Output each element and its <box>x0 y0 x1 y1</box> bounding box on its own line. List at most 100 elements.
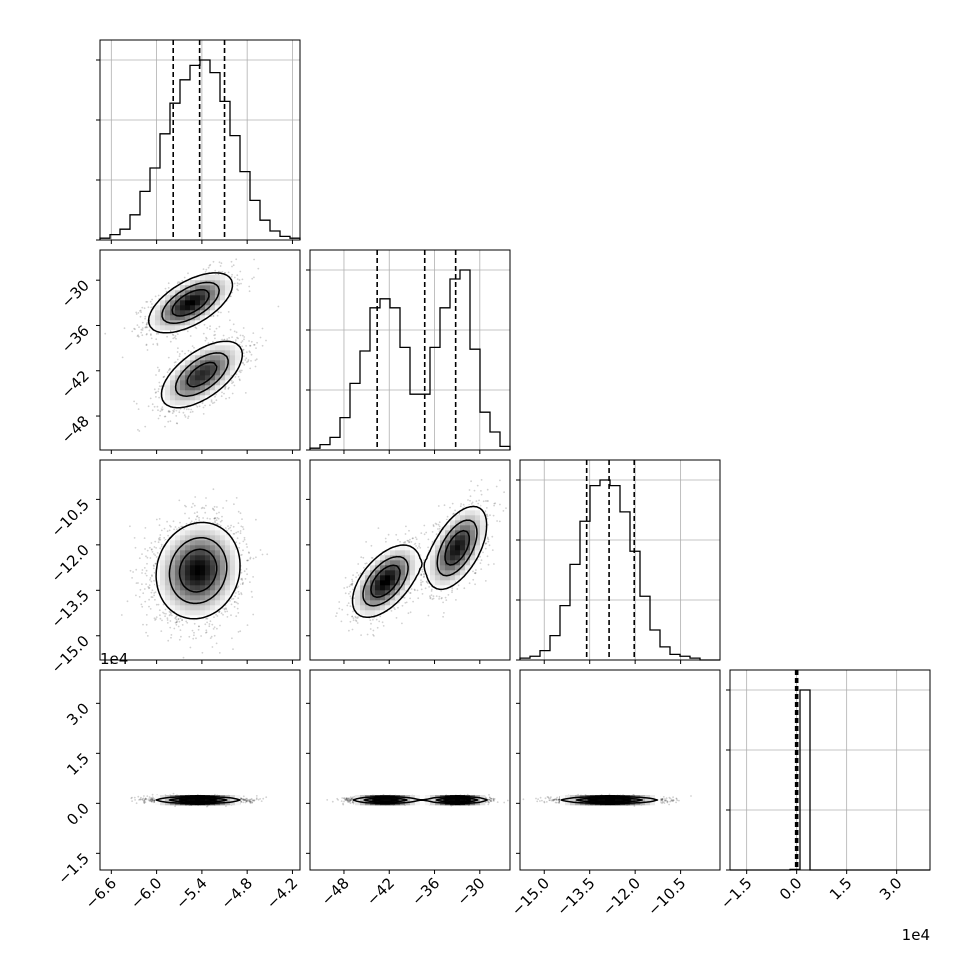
scatter-point <box>198 519 201 521</box>
scatter-point <box>183 407 186 410</box>
density-cell <box>170 400 176 406</box>
scatter-point <box>212 508 215 511</box>
scatter-point <box>238 593 241 595</box>
density-cell <box>205 345 211 351</box>
scatter-point <box>225 246 227 248</box>
density-cell <box>180 305 186 311</box>
scatter-point <box>153 592 156 594</box>
scatter-point <box>251 596 254 598</box>
scatter-point <box>175 415 178 417</box>
scatter-point <box>143 537 146 539</box>
scatter-point <box>154 554 157 557</box>
scatter-point <box>237 602 239 605</box>
scatter-point <box>174 526 177 528</box>
scatter-point <box>243 538 246 541</box>
scatter-point <box>218 610 221 613</box>
density-cell <box>210 370 216 376</box>
scatter-point <box>167 534 170 537</box>
scatter-point <box>209 328 211 331</box>
scatter-point <box>169 410 171 413</box>
scatter-point <box>206 621 209 624</box>
scatter-point <box>213 505 216 508</box>
scatter-point <box>236 284 239 287</box>
scatter-point <box>233 330 236 333</box>
density-cell <box>165 325 171 331</box>
scatter-point <box>137 428 139 431</box>
density-cell <box>185 360 191 366</box>
density-cell <box>225 375 231 381</box>
scatter-point <box>151 596 154 598</box>
scatter-point <box>213 517 216 520</box>
density-cell <box>200 395 206 401</box>
scatter-point <box>197 628 200 631</box>
panel-frame <box>309 249 511 451</box>
density-cell <box>210 390 216 396</box>
scatter-point <box>240 341 243 344</box>
scatter-point <box>166 335 169 338</box>
scatter-point <box>169 420 172 423</box>
scatter-point <box>201 402 204 405</box>
scatter-point <box>226 616 229 618</box>
scatter-point <box>176 358 179 361</box>
scatter-point <box>205 504 207 507</box>
scatter-point <box>201 506 204 509</box>
scatter-point <box>150 333 152 335</box>
scatter-point <box>158 370 160 373</box>
density-cell <box>185 310 191 316</box>
scatter-point <box>160 385 163 388</box>
scatter-point <box>162 603 165 606</box>
scatter-point <box>247 360 250 363</box>
scatter-point <box>186 330 189 333</box>
density-cell <box>175 290 181 296</box>
density-cell <box>220 295 226 301</box>
scatter-point <box>220 395 223 398</box>
scatter-point <box>149 546 151 549</box>
density-cell <box>210 355 216 361</box>
scatter-point <box>235 615 238 618</box>
scatter-point <box>136 324 139 326</box>
scatter-point <box>142 592 145 595</box>
scatter-point <box>185 522 188 525</box>
density-cell <box>205 375 211 381</box>
scatter-point <box>233 601 236 603</box>
density-cell <box>195 370 201 376</box>
scatter-point <box>204 271 207 273</box>
scatter-point <box>150 548 153 550</box>
scatter-point <box>158 396 161 399</box>
scatter-point <box>201 651 204 654</box>
density-cell <box>190 280 196 286</box>
scatter-point <box>202 413 205 415</box>
scatter-point <box>236 288 239 291</box>
density-cell <box>185 315 191 321</box>
scatter-point <box>149 300 152 303</box>
density-cell <box>175 285 181 291</box>
density-cell <box>175 300 181 306</box>
scatter-point <box>238 378 241 381</box>
scatter-point <box>242 581 244 584</box>
scatter-point <box>212 402 214 405</box>
density-cell <box>205 285 211 291</box>
density-cell <box>195 385 201 391</box>
scatter-point <box>143 567 146 569</box>
scatter-point <box>254 359 257 362</box>
scatter-point <box>174 621 177 624</box>
density-cell <box>190 375 196 381</box>
scatter-point <box>141 583 143 586</box>
scatter-point <box>190 351 192 353</box>
density-cell <box>170 375 176 381</box>
density-cell <box>190 355 196 361</box>
scatter-point <box>189 522 192 524</box>
scatter-point <box>215 519 218 521</box>
scatter-point <box>136 335 139 337</box>
scatter-point <box>230 275 233 278</box>
density-cell <box>190 385 196 391</box>
scatter-point <box>170 636 172 639</box>
scatter-point <box>203 323 206 326</box>
scatter-point <box>230 614 232 617</box>
scatter-point <box>205 617 208 620</box>
density-cell <box>180 325 186 331</box>
scatter-point <box>193 634 195 637</box>
density-cell <box>165 390 171 396</box>
scatter-point <box>150 337 153 340</box>
density-cell <box>175 385 181 391</box>
